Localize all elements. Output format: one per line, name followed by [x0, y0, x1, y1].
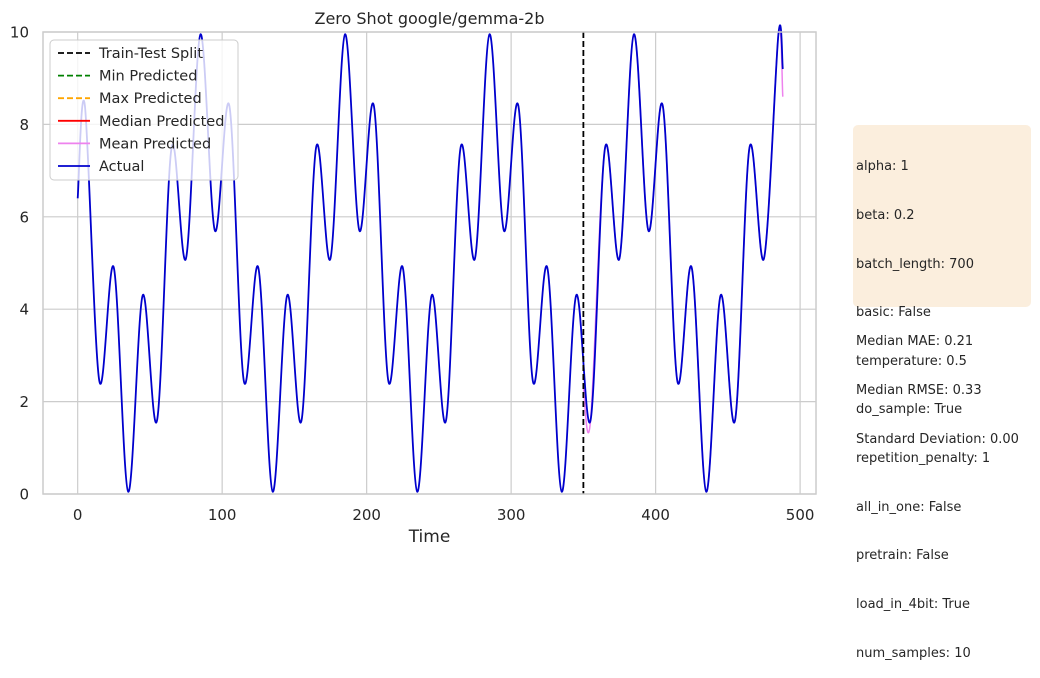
y-tick-label: 10 — [10, 24, 29, 42]
param-line: load_in_4bit: True — [856, 596, 970, 612]
x-axis-title: Time — [408, 527, 451, 547]
series-layer — [76, 24, 784, 494]
param-line: num_samples: 10 — [856, 645, 971, 661]
chart-title: Zero Shot google/gemma-2b — [314, 9, 544, 28]
param-line: all_in_one: False — [856, 499, 962, 515]
y-tick-labels: 0 2 4 6 8 10 — [10, 24, 29, 504]
metric-line: Median MAE: 0.21 — [856, 334, 974, 350]
y-tick-label: 8 — [19, 116, 29, 134]
param-line: batch_length: 700 — [856, 256, 974, 272]
legend: Train-Test Split Min Predicted Max Predict… — [49, 39, 239, 181]
x-tick-labels: 0 100 200 300 400 500 — [73, 506, 815, 524]
param-line: alpha: 1 — [856, 159, 909, 175]
param-line: beta: 0.2 — [856, 208, 915, 224]
param-line: pretrain: False — [856, 548, 949, 564]
parameters-box — [853, 125, 1031, 307]
legend-label: Median Predicted — [99, 114, 224, 130]
x-tick-label: 0 — [73, 506, 83, 524]
x-tick-label: 100 — [208, 506, 237, 524]
legend-label: Min Predicted — [99, 69, 197, 85]
param-line: temperature: 0.5 — [856, 353, 967, 369]
legend-box — [49, 39, 239, 181]
x-tick-label: 300 — [497, 506, 526, 524]
legend-label: Max Predicted — [99, 91, 202, 107]
y-tick-label: 4 — [19, 301, 29, 319]
param-line: do_sample: True — [856, 402, 963, 418]
x-tick-label: 400 — [641, 506, 670, 524]
param-line: basic: False — [856, 305, 931, 321]
param-line: repetition_penalty: 1 — [856, 451, 991, 467]
y-tick-label: 0 — [19, 486, 29, 504]
x-tick-label: 500 — [786, 506, 815, 524]
plot-frame — [42, 31, 817, 495]
y-tick-label: 6 — [19, 208, 29, 226]
y-tick-label: 2 — [19, 393, 29, 411]
chart-figure: 0 100 200 300 400 500 0 2 4 6 8 10 Zero Shot googl… — [10, 9, 817, 547]
metric-line: Median RMSE: 0.33 — [856, 383, 982, 399]
legend-label: Actual — [99, 159, 144, 175]
metric-line: Standard Deviation: 0.00 — [856, 431, 1019, 447]
legend-label: Train-Test Split — [98, 46, 203, 62]
metrics-text: Median MAE: 0.21 Median RMSE: 0.33 Stand… — [856, 302, 1019, 464]
legend-label: Mean Predicted — [99, 136, 211, 152]
actual-line — [76, 24, 784, 493]
x-tick-label: 200 — [352, 506, 381, 524]
